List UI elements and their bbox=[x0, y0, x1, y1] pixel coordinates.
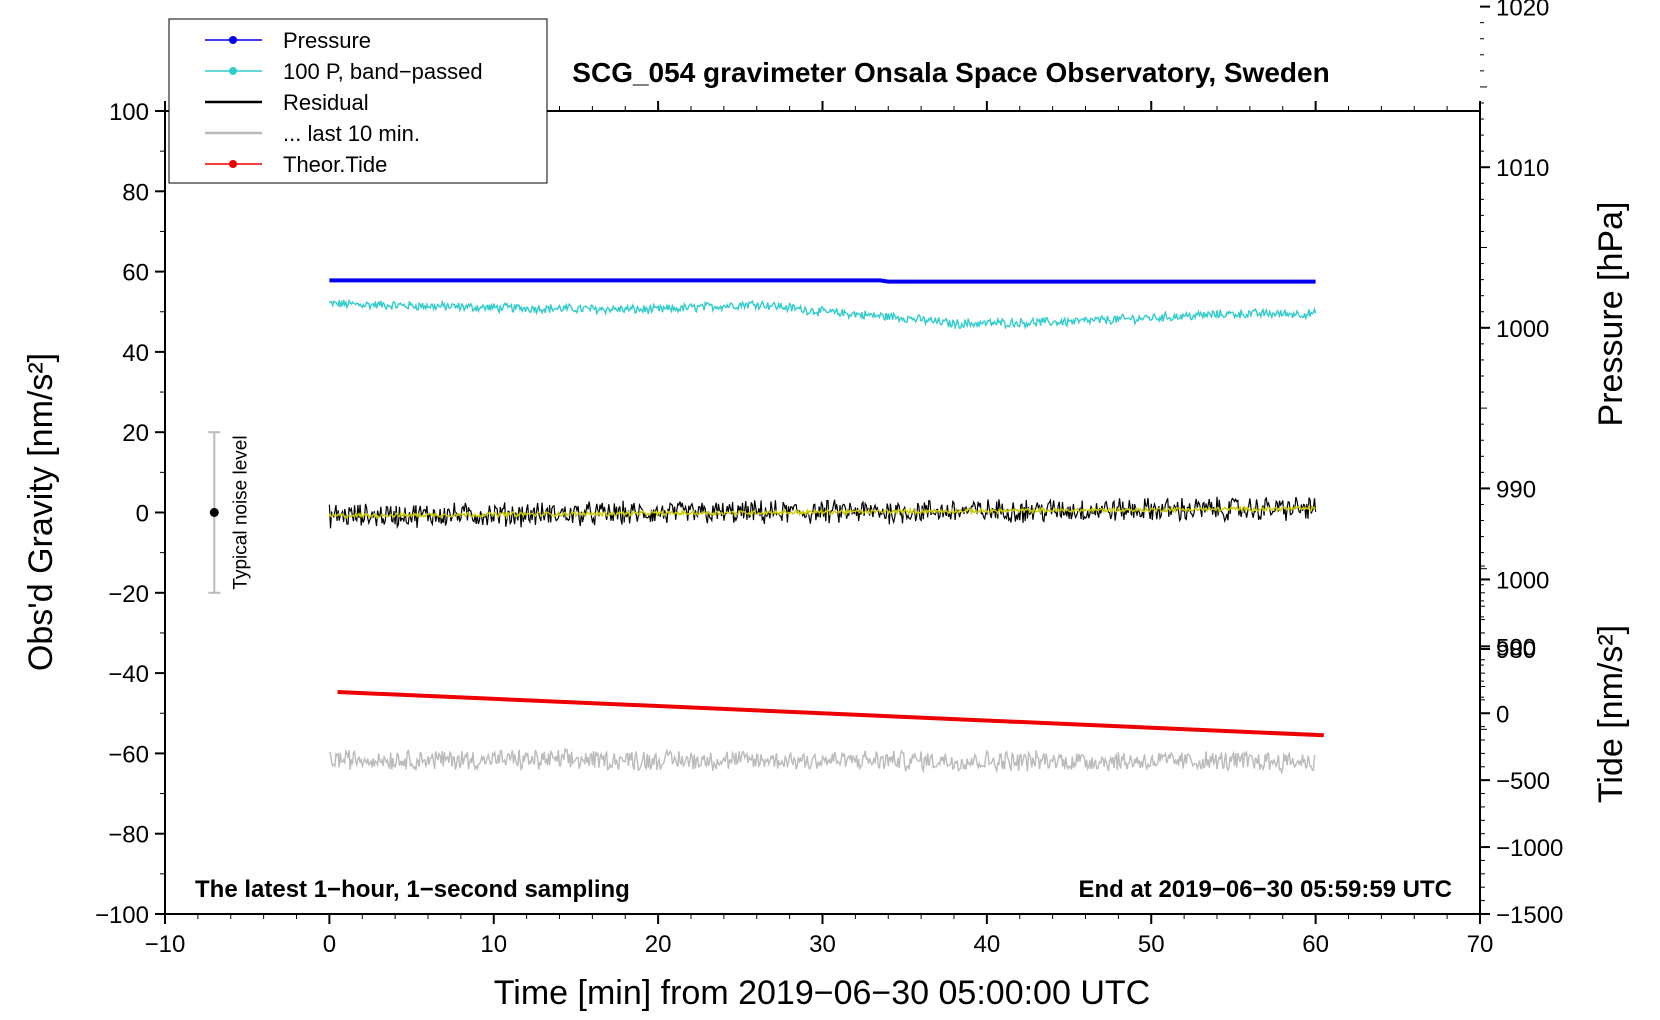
y-tick-label: −20 bbox=[108, 581, 149, 608]
tide-tick-label: 500 bbox=[1496, 634, 1536, 661]
pressure-tick-label: 1020 bbox=[1496, 0, 1549, 22]
noise-bar: Typical noise level bbox=[208, 431, 251, 594]
legend-label-pressure: Pressure bbox=[283, 28, 371, 53]
y-tick-label: 100 bbox=[109, 99, 149, 126]
x-tick-label: 60 bbox=[1302, 931, 1329, 958]
legend-label-100-p-band-passed: 100 P, band−passed bbox=[283, 59, 483, 84]
chart-title: SCG_054 gravimeter Onsala Space Observat… bbox=[572, 57, 1329, 88]
y-axis-title-tide: Tide [nm/s²] bbox=[1592, 625, 1630, 803]
y-axis-tide: −1500 −1000 −500 0 500 1000 bbox=[1480, 565, 1563, 929]
y-tick-label: 60 bbox=[122, 260, 149, 287]
x-tick-label: 10 bbox=[480, 931, 507, 958]
legend-marker-pressure bbox=[229, 36, 237, 44]
tide-tick-label: −500 bbox=[1496, 768, 1550, 795]
x-tick-label: 20 bbox=[645, 931, 672, 958]
tide-tick-label: −1500 bbox=[1496, 902, 1563, 929]
sampling-note: The latest 1−hour, 1−second sampling bbox=[195, 876, 630, 903]
series-theor-tide bbox=[337, 690, 1324, 738]
series-pressure bbox=[329, 278, 1316, 284]
legend: Pressure 100 P, band−passed Residual ... la… bbox=[168, 18, 548, 184]
noise-bar-label: Typical noise level bbox=[230, 435, 251, 589]
legend-marker-theor-tide bbox=[229, 160, 237, 168]
tide-tick-label: 0 bbox=[1496, 701, 1509, 728]
pressure-tick-label: 990 bbox=[1496, 476, 1536, 503]
x-tick-label: −10 bbox=[145, 931, 186, 958]
tide-tick-label: −1000 bbox=[1496, 835, 1563, 862]
y-tick-label: −60 bbox=[108, 741, 149, 768]
x-tick-label: 70 bbox=[1467, 931, 1494, 958]
series-layer bbox=[328, 278, 1324, 775]
y-tick-label: 20 bbox=[122, 420, 149, 447]
tide-tick-label: 1000 bbox=[1496, 567, 1549, 594]
y-tick-label: −80 bbox=[108, 822, 149, 849]
y-tick-label: −40 bbox=[108, 661, 149, 688]
x-tick-label: 30 bbox=[809, 931, 836, 958]
pressure-tick-label: 1010 bbox=[1496, 155, 1549, 182]
x-tick-label: 50 bbox=[1138, 931, 1165, 958]
series-residual bbox=[328, 496, 1317, 530]
y-axis-title-left: Obs'd Gravity [nm/s²] bbox=[22, 353, 60, 671]
y-tick-label: 40 bbox=[122, 340, 149, 367]
y-tick-label: 80 bbox=[122, 179, 149, 206]
x-tick-label: 0 bbox=[323, 931, 336, 958]
legend-label-last-10-min: ... last 10 min. bbox=[283, 121, 420, 146]
noise-bar-center-dot bbox=[209, 508, 219, 517]
y-axis-left: −100 −80 −60 −40 −20 0 20 40 60 80 100 bbox=[95, 99, 165, 929]
y-axis-title-pressure: Pressure [hPa] bbox=[1592, 202, 1630, 427]
end-time-note: End at 2019−06−30 05:59:59 UTC bbox=[1078, 876, 1452, 903]
x-tick-label: 40 bbox=[974, 931, 1001, 958]
y-tick-label: 0 bbox=[136, 501, 149, 528]
pressure-tick-label: 1000 bbox=[1496, 316, 1549, 343]
legend-label-theor-tide: Theor.Tide bbox=[283, 152, 387, 177]
series-last-10-min bbox=[328, 746, 1316, 775]
series-residual-smoothed bbox=[328, 503, 1316, 520]
pressure-tick-label: 980 bbox=[1496, 637, 1536, 664]
y-tick-label: −100 bbox=[95, 902, 149, 929]
x-axis: −10 0 10 20 30 40 50 60 70 bbox=[145, 101, 1494, 958]
series-100-p-band-passed bbox=[328, 298, 1317, 331]
y-axis-pressure: 9809901000101010201030 bbox=[1480, 0, 1549, 730]
legend-label-residual: Residual bbox=[283, 90, 369, 115]
x-axis-title: Time [min] from 2019−06−30 05:00:00 UTC bbox=[494, 974, 1150, 1012]
legend-marker-100-p-band-passed bbox=[229, 67, 237, 75]
